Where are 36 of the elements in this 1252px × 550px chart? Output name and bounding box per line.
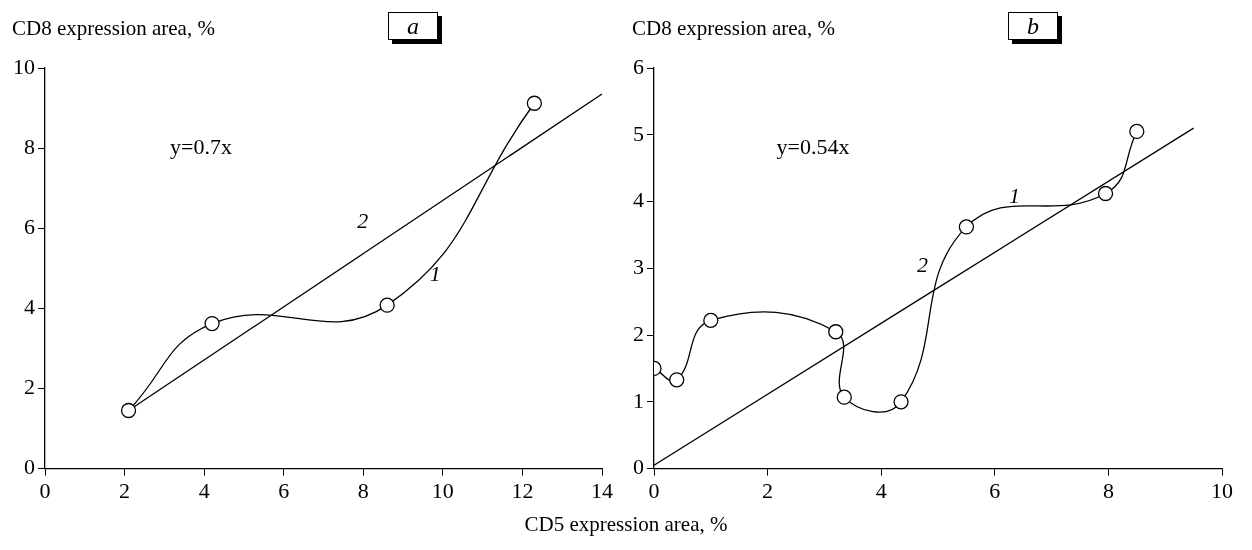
y-axis-title: CD8 expression area, % [632,16,835,41]
annotation: y=0.54x [776,133,850,159]
series-label: 1 [1008,182,1020,208]
x-tick-label: 6 [278,477,290,503]
y-tick-label: 0 [24,454,35,480]
x-tick-label: 14 [591,477,613,503]
y-tick-label: 6 [24,214,35,240]
y-tick-label: 8 [24,133,35,159]
x-tick-label: 10 [1211,477,1233,503]
y-tick-label: 2 [24,374,35,400]
y-tick-label: 0 [633,454,644,480]
x-tick-label: 2 [119,477,131,503]
x-tick-label: 12 [511,477,534,503]
annotation: y=0.7x [170,133,232,159]
x-tick-label: 6 [989,477,1001,503]
x-tick-label: 8 [357,477,369,503]
series-label: 2 [917,251,929,277]
y-axis-title: CD8 expression area, % [12,16,215,41]
y-tick-label: 2 [633,320,644,346]
x-tick-label: 2 [762,477,774,503]
y-tick-label: 4 [633,187,644,213]
series-label: 1 [429,260,441,286]
x-tick-label: 8 [1102,477,1114,503]
y-tick-label: 4 [24,294,35,320]
chart-title: b [1008,12,1058,40]
chart-title: a [388,12,438,40]
y-tick-label: 1 [633,387,644,413]
y-tick-label: 10 [13,53,35,79]
x-tick-label: 4 [875,477,887,503]
x-axis-title: CD5 expression area, % [523,512,729,537]
series-label: 2 [357,207,369,233]
y-tick-label: 6 [633,53,644,79]
x-tick-label: 4 [198,477,210,503]
x-tick-label: 10 [431,477,454,503]
y-tick-label: 3 [633,254,644,280]
y-tick-label: 5 [633,120,644,146]
